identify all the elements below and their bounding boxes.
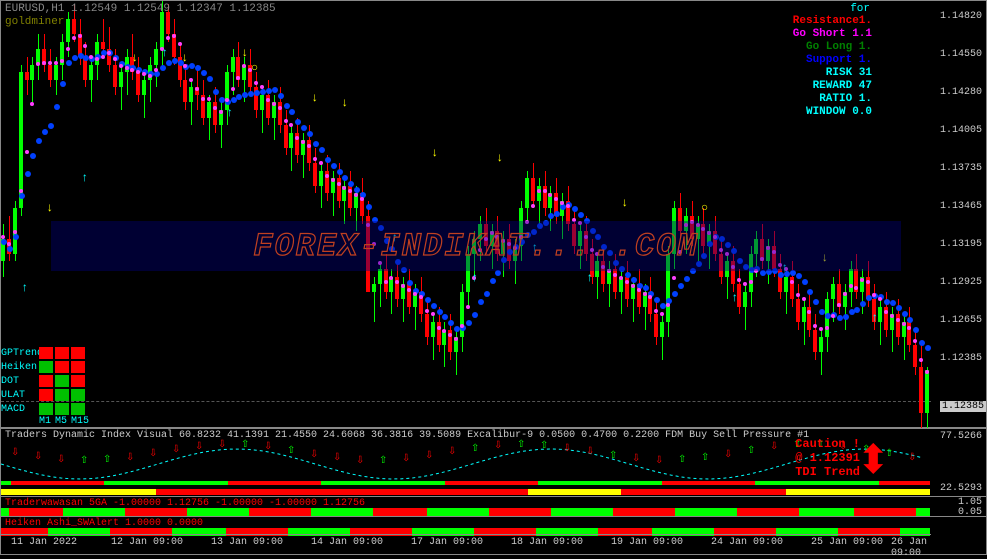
indicator-grid: GPTrendHeikenDOTULATMACDM1M5M15 [1, 346, 87, 427]
tdi-y-axis: 77.526622.5293 [930, 428, 986, 496]
price-marker: 1.12385 [940, 401, 986, 412]
traderwawasan-panel[interactable]: Traderwawasan 5GA -1.00000 1.12756 -1.00… [1, 496, 931, 516]
indicator-name: goldminer [5, 16, 64, 28]
y-axis: 1.148201.145501.142801.140051.137351.134… [930, 1, 986, 428]
symbol-header: EURUSD,H1 1.12549 1.12549 1.12347 1.1238… [5, 3, 276, 15]
candles: ↑↓↑↓↑↓↑↓○↓↓↑↓↑↓↑↑↓○↑↑↓↑ [1, 1, 931, 428]
main-chart[interactable]: EURUSD,H1 1.12549 1.12549 1.12347 1.1238… [1, 1, 931, 428]
x-axis: 11 Jan 202212 Jan 09:0013 Jan 09:0014 Ja… [1, 534, 931, 554]
traderwawasan-label: Traderwawasan 5GA -1.00000 1.12756 -1.00… [5, 498, 365, 509]
tdi-panel[interactable]: Traders Dynamic Index Visual 60.8232 41.… [1, 428, 931, 496]
sub3-y-axis [930, 516, 986, 536]
heiken-panel[interactable]: Heiken Ashi_SWAlert 1.0000 0.0000 [1, 516, 931, 536]
caution-text: Caution !@ 1.12391TDI Trend [795, 437, 860, 479]
big-arrow-icon: ⬍ [856, 437, 890, 486]
watermark: FOREX-INDIKAT.....COM [51, 221, 901, 271]
sub2-y-axis: 1.050.05 [930, 496, 986, 516]
signal-panel: Resistance1.Go Short 1.1Go Long 1.Suppor… [793, 15, 872, 119]
heiken-label: Heiken Ashi_SWAlert 1.0000 0.0000 [5, 518, 203, 529]
tdi-label: Traders Dynamic Index Visual 60.8232 41.… [5, 430, 809, 441]
chart-container: EURUSD,H1 1.12549 1.12549 1.12347 1.1238… [0, 0, 987, 555]
